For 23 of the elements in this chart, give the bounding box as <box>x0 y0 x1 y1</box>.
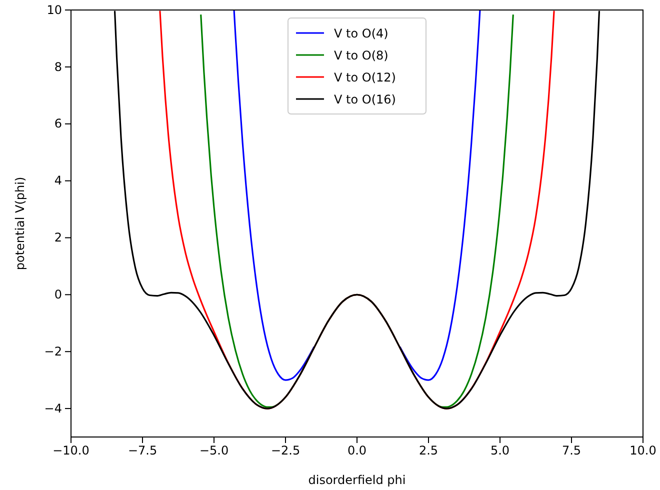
legend-label: V to O(16) <box>334 92 396 106</box>
x-tick-label: 10.0 <box>630 444 656 458</box>
y-tick-label: 0 <box>54 288 62 302</box>
y-tick-label: −2 <box>44 344 62 358</box>
x-tick-label: −2.5 <box>270 444 300 458</box>
x-tick-label: −7.5 <box>128 444 158 458</box>
y-tick-label: 2 <box>54 230 62 245</box>
y-tick-label: 10 <box>46 2 62 17</box>
y-tick-label: 6 <box>54 116 62 131</box>
y-tick-label: 4 <box>54 174 62 188</box>
y-tick-label: 8 <box>54 60 62 74</box>
legend-label: V to O(8) <box>334 48 388 62</box>
x-tick-label: 2.5 <box>418 444 438 458</box>
legend-label: V to O(12) <box>334 70 396 84</box>
x-tick-label: −5.0 <box>199 444 229 458</box>
x-tick-label: 7.5 <box>562 444 582 458</box>
y-axis-title: potential V(phi) <box>13 176 27 270</box>
x-axis-title: disorderfield phi <box>308 473 406 487</box>
y-tick-label: −4 <box>44 401 62 416</box>
x-tick-label: −10.0 <box>52 444 90 458</box>
legend-label: V to O(4) <box>334 26 388 40</box>
x-tick-label: 0.0 <box>347 444 367 458</box>
x-tick-label: 5.0 <box>490 444 510 458</box>
